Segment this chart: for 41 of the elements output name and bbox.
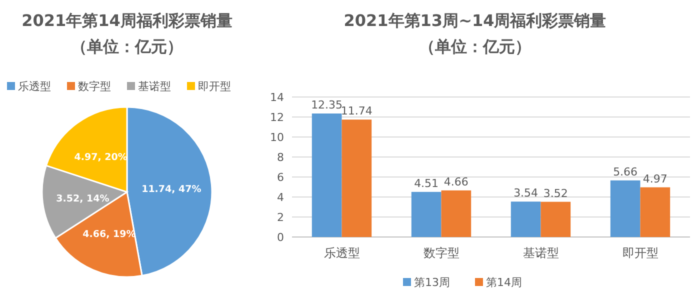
y-tick-label: 12 [270, 111, 284, 124]
bar [610, 180, 640, 237]
y-tick-label: 10 [270, 131, 284, 144]
y-tick-label: 14 [270, 91, 284, 104]
data-label: 3.52 [543, 186, 568, 200]
x-tick-label: 基诺型 [522, 246, 559, 260]
y-tick-label: 6 [277, 171, 284, 184]
bar [312, 114, 342, 237]
data-label: 4.66 [444, 175, 468, 188]
x-tick-label: 数字型 [423, 246, 460, 260]
data-label: 3.54 [514, 186, 538, 200]
data-label: 4.51 [414, 176, 439, 190]
y-tick-label: 2 [277, 211, 284, 224]
data-label: 11.74 [340, 104, 372, 118]
legend-label: 数字型 [78, 80, 111, 93]
bar [342, 120, 372, 237]
chart-title: 2021年第13周~14周福利彩票销量 [344, 11, 606, 30]
data-label: 11.74, 47% [142, 184, 202, 196]
y-tick-label: 0 [277, 231, 284, 244]
data-label: 4.97 [642, 172, 668, 186]
data-label: 5.66 [613, 165, 638, 178]
legend-label: 第14周 [486, 276, 522, 289]
x-tick-label: 即开型 [622, 246, 658, 260]
chart-subtitle: （单位：亿元） [419, 37, 531, 56]
bar [510, 202, 541, 237]
data-label: 12.35 [311, 98, 343, 112]
legend-label: 即开型 [198, 80, 231, 93]
data-label: 3.52, 14% [56, 194, 110, 205]
bar [540, 202, 571, 237]
chart-title: 2021年第14周福利彩票销量 [22, 11, 232, 30]
bar [441, 190, 472, 237]
y-tick-label: 4 [277, 191, 284, 204]
bar [411, 192, 442, 237]
bar [640, 187, 670, 237]
legend-label: 基诺型 [138, 80, 171, 93]
chart-subtitle: （单位：亿元） [71, 37, 183, 56]
legend-label: 第13周 [414, 276, 450, 289]
data-label: 4.97, 20% [74, 152, 128, 163]
legend-label: 乐透型 [18, 80, 51, 93]
y-tick-label: 8 [277, 151, 284, 164]
x-tick-label: 乐透型 [324, 246, 360, 260]
